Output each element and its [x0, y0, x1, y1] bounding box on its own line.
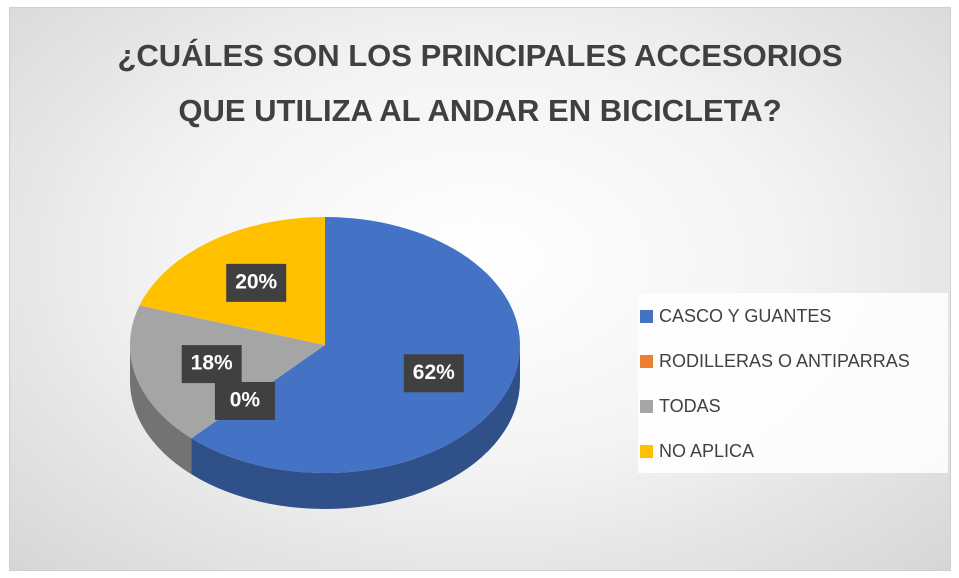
legend-label: RODILLERAS O ANTIPARRAS: [659, 351, 910, 371]
data-label-box: [403, 354, 464, 393]
legend-label: NO APLICA: [659, 441, 754, 461]
data-label: 18%: [191, 352, 233, 375]
legend-label: TODAS: [659, 396, 721, 416]
data-label-box: [214, 381, 275, 420]
legend-swatch: [640, 310, 653, 323]
data-label: 62%: [413, 361, 455, 384]
data-label: 0%: [230, 389, 261, 412]
slice-side: [130, 345, 192, 475]
legend-label: CASCO Y GUANTES: [659, 306, 831, 326]
legend-box: [638, 293, 948, 473]
data-label-box: [226, 263, 287, 302]
slice-side: [191, 345, 521, 509]
chart-title: ¿CUÁLES SON LOS PRINCIPALES ACCESORIOS Q…: [117, 38, 843, 128]
data-label: 20%: [235, 270, 277, 293]
legend-swatch: [640, 445, 653, 458]
data-label-box: [181, 345, 242, 384]
legend-swatch: [640, 355, 653, 368]
legend-swatch: [640, 400, 653, 413]
